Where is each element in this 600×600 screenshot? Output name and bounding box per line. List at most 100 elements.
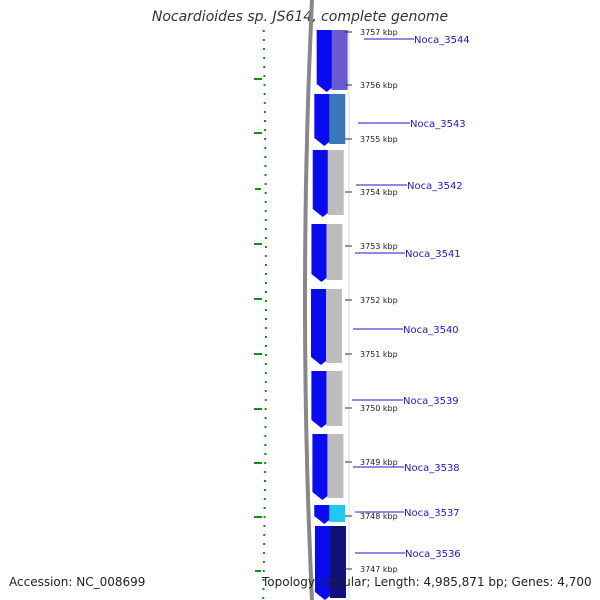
- gc-skew-dot: [264, 336, 267, 338]
- map-title: Nocardioides sp. JS614, complete genome: [151, 9, 449, 25]
- gc-skew-dot: [263, 93, 266, 95]
- gene-label[interactable]: Noca_3542: [407, 181, 463, 192]
- cog-block: [327, 150, 344, 215]
- gc-skew-dot: [264, 219, 267, 221]
- gene-label[interactable]: Noca_3539: [403, 396, 459, 407]
- gc-skew-dash: [254, 298, 262, 300]
- gc-skew-dot: [264, 174, 267, 176]
- gc-skew-dot: [264, 282, 267, 284]
- gc-skew-dot: [263, 66, 266, 68]
- cog-track: [326, 30, 350, 600]
- gc-skew-dot: [264, 318, 267, 320]
- gc-skew-dot: [264, 138, 267, 140]
- gc-skew-dot: [264, 165, 267, 167]
- gc-skew-dot: [264, 237, 267, 239]
- gc-skew-dot: [264, 417, 267, 419]
- gc-skew-dot: [264, 399, 267, 401]
- gc-skew-dot: [264, 345, 267, 347]
- gc-skew-dot: [264, 228, 267, 230]
- gene-label[interactable]: Noca_3541: [405, 249, 461, 260]
- gc-skew-dot: [264, 471, 267, 473]
- gc-skew-dot: [262, 39, 265, 41]
- gc-skew-dash: [254, 462, 262, 464]
- gc-skew-dot: [264, 273, 267, 275]
- gene-label[interactable]: Noca_3536: [405, 549, 461, 560]
- cog-block: [331, 30, 348, 90]
- gc-skew-dot: [264, 309, 267, 311]
- gc-skew-dot: [264, 444, 267, 446]
- tick-label: 3747 kbp: [360, 565, 398, 574]
- gc-skew-dot: [263, 111, 266, 113]
- cog-block: [326, 289, 343, 363]
- gc-skew-dot: [264, 381, 267, 383]
- gc-skew-dash: [254, 132, 262, 134]
- cog-block: [329, 505, 346, 522]
- gc-skew-dot: [263, 525, 266, 527]
- gc-skew-dot: [263, 552, 266, 554]
- gc-skew-dot: [264, 147, 267, 149]
- gc-skew-dash: [255, 188, 261, 190]
- gc-skew-dot: [263, 489, 266, 491]
- gc-skew-dot: [263, 102, 266, 104]
- gc-skew-dot: [264, 192, 267, 194]
- gc-skew-dot: [264, 426, 267, 428]
- gc-skew-dot: [264, 264, 267, 266]
- gc-skew-dash: [254, 243, 262, 245]
- gc-skew-dot: [265, 300, 267, 302]
- tick-label: 3751 kbp: [360, 350, 398, 359]
- gc-skew-dot: [262, 597, 265, 599]
- gc-skew-dot: [263, 507, 266, 509]
- gene-label[interactable]: Noca_3543: [410, 119, 466, 130]
- gc-skew-dot: [264, 390, 267, 392]
- tick-label: 3752 kbp: [360, 296, 398, 305]
- gc-skew-dot: [264, 255, 267, 257]
- gene-label[interactable]: Noca_3537: [404, 508, 460, 519]
- gc-skew-dot: [264, 246, 267, 248]
- gc-skew-dot: [262, 561, 265, 563]
- gc-skew-track: [254, 30, 267, 599]
- cog-block: [326, 371, 343, 426]
- gc-skew-dot: [264, 291, 267, 293]
- gc-skew-dot: [264, 210, 267, 212]
- gc-skew-dot: [262, 30, 265, 32]
- gc-skew-dot: [264, 363, 267, 365]
- tick-label: 3749 kbp: [360, 458, 398, 467]
- gc-skew-dot: [264, 201, 267, 203]
- gc-skew-dash: [254, 516, 262, 518]
- gc-skew-dot: [263, 480, 266, 482]
- gc-skew-dot: [263, 120, 266, 122]
- gc-skew-dot: [263, 534, 266, 536]
- genome-summary-text: Topology: circular; Length: 4,985,871 bp…: [262, 575, 592, 589]
- gc-skew-dot: [264, 327, 267, 329]
- backbone-ring: [303, 0, 314, 600]
- gc-skew-dot: [264, 462, 267, 464]
- gc-skew-dot: [263, 516, 266, 518]
- gc-skew-dot: [264, 183, 267, 185]
- gene-label[interactable]: Noca_3538: [404, 463, 460, 474]
- gc-skew-dot: [262, 570, 265, 572]
- tick-label: 3748 kbp: [360, 512, 398, 521]
- gc-skew-dot: [264, 435, 267, 437]
- gc-skew-dash: [254, 78, 262, 80]
- gene-label[interactable]: Noca_3544: [414, 35, 470, 46]
- gc-skew-dot: [263, 498, 266, 500]
- gc-skew-dash: [255, 570, 261, 572]
- gene-label-track: Noca_3544 Noca_3543 Noca_3542 Noca_3541 Noca…: [352, 35, 470, 560]
- cog-block: [329, 526, 346, 598]
- gc-skew-dot: [264, 156, 267, 158]
- gc-skew-dot: [262, 579, 265, 581]
- cog-block: [326, 224, 343, 280]
- gene-label[interactable]: Noca_3540: [403, 325, 459, 336]
- tick-label: 3755 kbp: [360, 135, 398, 144]
- accession-text: Accession: NC_008699: [9, 575, 146, 589]
- gc-skew-dot: [262, 588, 265, 590]
- tick-label: 3753 kbp: [360, 242, 398, 251]
- gc-skew-dot: [263, 543, 266, 545]
- gc-skew-dash: [254, 408, 262, 410]
- gc-skew-dot: [264, 129, 267, 131]
- gc-skew-dot: [263, 84, 266, 86]
- gc-skew-dot: [263, 75, 266, 77]
- gc-skew-dot: [263, 57, 266, 59]
- tick-track: 3757 kbp 3756 kbp 3755 kbp 3754 kbp 3753 kbp…: [345, 28, 398, 574]
